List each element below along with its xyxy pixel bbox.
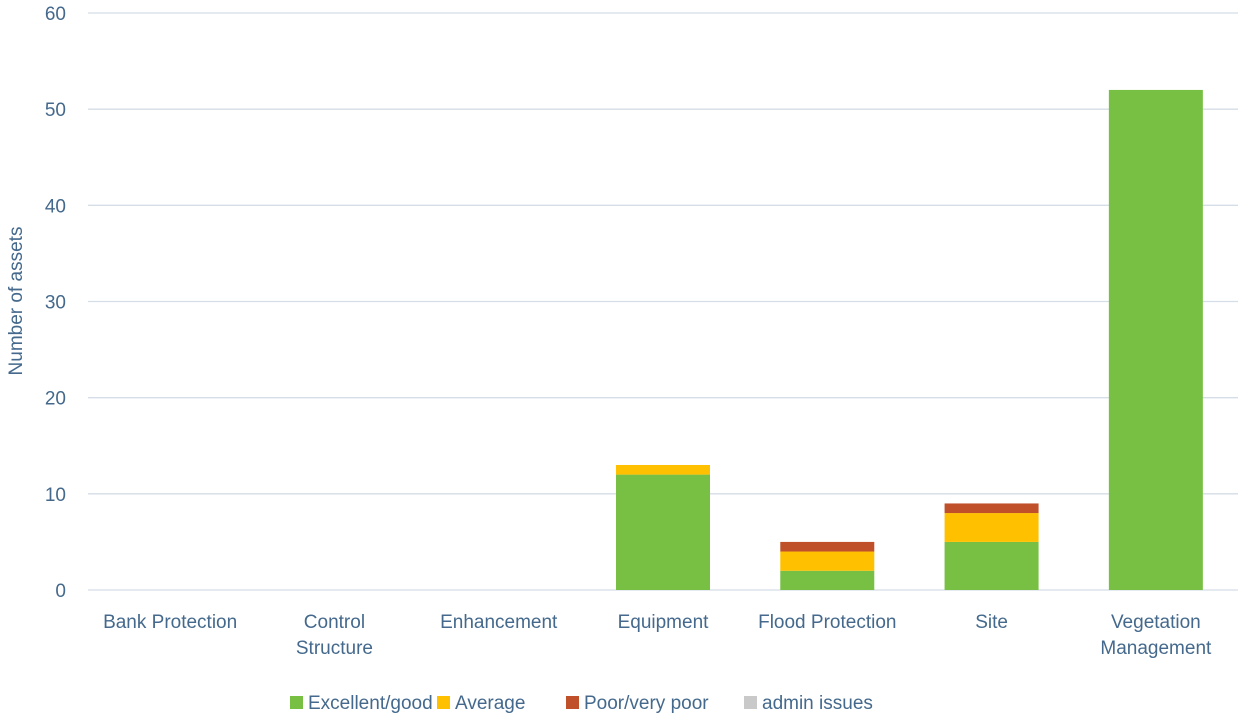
y-tick-label: 60 bbox=[45, 4, 66, 25]
x-tick-label: Enhancement bbox=[440, 612, 558, 633]
legend-item: Average bbox=[437, 693, 525, 714]
x-tick-label: Equipment bbox=[618, 612, 710, 633]
bar-segment bbox=[780, 551, 875, 571]
legend-swatch bbox=[566, 696, 579, 709]
y-tick-label: 40 bbox=[45, 196, 66, 217]
bar-segment bbox=[780, 541, 875, 552]
legend-item: Excellent/good bbox=[290, 693, 433, 714]
legend: Excellent/good Average Poor/very poor admin… bbox=[290, 693, 873, 714]
bars bbox=[616, 89, 1203, 590]
y-axis-label: Number of assets bbox=[6, 227, 27, 376]
legend-label: Excellent/good bbox=[308, 693, 433, 714]
y-axis-tick-labels: 0 10 20 30 40 50 60 bbox=[45, 4, 66, 602]
bar-segment bbox=[1108, 89, 1203, 590]
x-axis-tick-labels: Bank Protection Control Structure Enhanceme… bbox=[103, 612, 1212, 659]
legend-item: admin issues bbox=[744, 693, 873, 714]
bar-segment bbox=[944, 541, 1039, 590]
y-tick-label: 0 bbox=[55, 581, 66, 602]
legend-item: Poor/very poor bbox=[566, 693, 709, 714]
bar-segment bbox=[944, 503, 1039, 514]
legend-swatch bbox=[437, 696, 450, 709]
legend-label: Poor/very poor bbox=[584, 693, 709, 714]
legend-swatch bbox=[290, 696, 303, 709]
x-tick-label: Site bbox=[975, 612, 1008, 633]
legend-label: admin issues bbox=[762, 693, 873, 714]
legend-swatch bbox=[744, 696, 757, 709]
x-tick-label: Control Structure bbox=[296, 612, 373, 659]
bar-segment bbox=[616, 464, 710, 475]
bar-segment bbox=[944, 513, 1039, 542]
bar-segment bbox=[616, 474, 710, 590]
x-tick-label: Vegetation Management bbox=[1100, 612, 1212, 659]
x-tick-label: Flood Protection bbox=[758, 612, 896, 633]
x-tick-label: Bank Protection bbox=[103, 612, 237, 633]
legend-label: Average bbox=[455, 693, 525, 714]
y-tick-label: 20 bbox=[45, 389, 66, 410]
gridlines bbox=[88, 12, 1238, 591]
y-tick-label: 50 bbox=[45, 100, 66, 121]
bar-segment bbox=[780, 570, 875, 590]
y-tick-label: 10 bbox=[45, 485, 66, 506]
y-tick-label: 30 bbox=[45, 293, 66, 314]
